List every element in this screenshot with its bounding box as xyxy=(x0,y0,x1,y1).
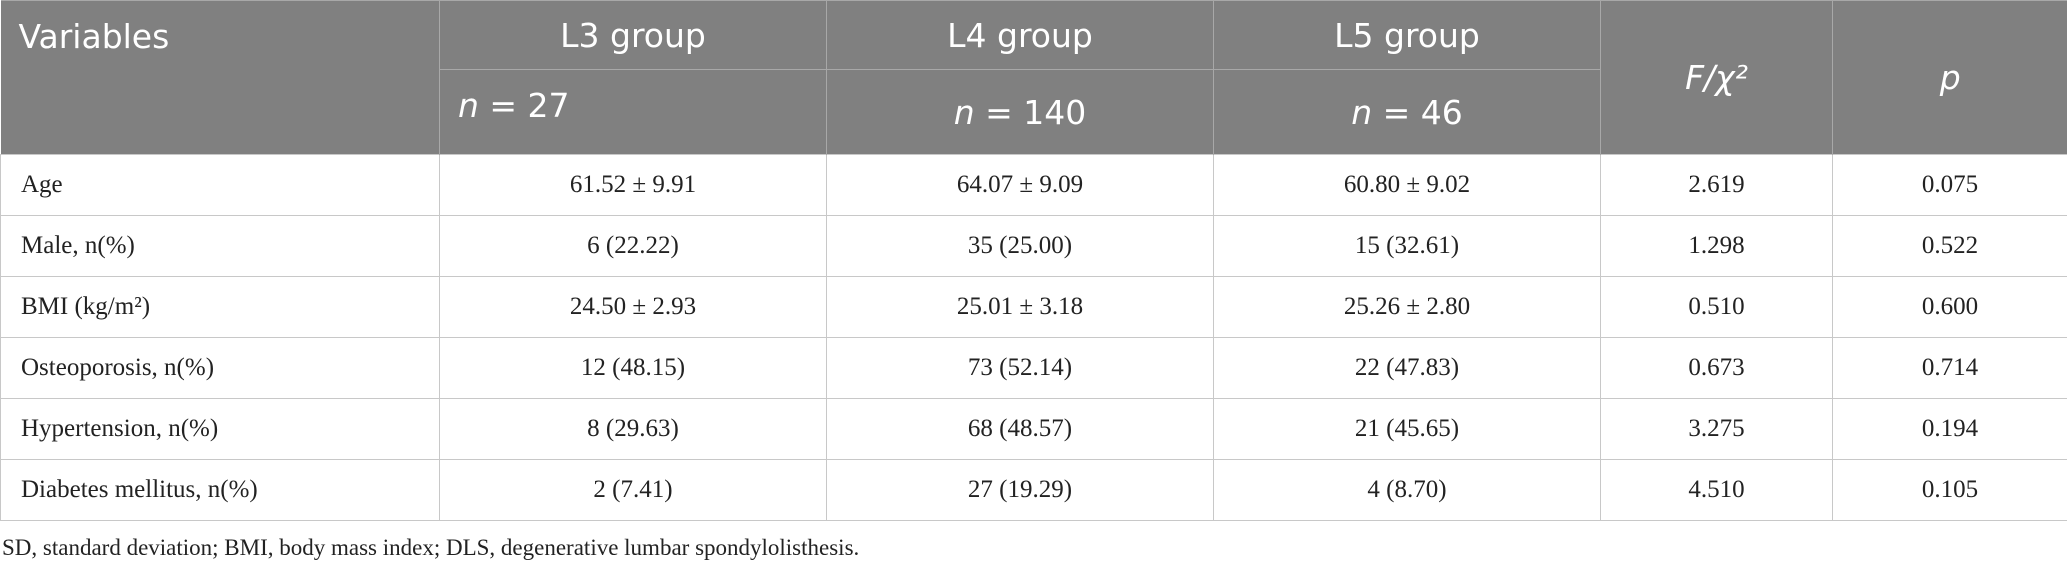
row-label: Hypertension, n(%) xyxy=(0,398,440,460)
cell: 0.714 xyxy=(1832,337,2067,399)
cell: 22 (47.83) xyxy=(1213,337,1601,399)
cell: 0.075 xyxy=(1832,154,2067,216)
cell: 15 (32.61) xyxy=(1213,215,1601,277)
column-header: p xyxy=(1832,0,2067,155)
sample-value: = 27 xyxy=(489,86,570,125)
cell: 0.194 xyxy=(1832,398,2067,460)
cell: 6 (22.22) xyxy=(439,215,827,277)
cell: 0.673 xyxy=(1600,337,1833,399)
cell: 0.105 xyxy=(1832,459,2067,521)
sample-value: = 140 xyxy=(985,92,1087,132)
table-row: Male, n(%) 6 (22.22) 35 (25.00) 15 (32.61) 1… xyxy=(0,215,2067,277)
column-header: Variables xyxy=(0,0,440,155)
cell: 12 (48.15) xyxy=(439,337,827,399)
header-row: n = 27 n = 140 n = 46 xyxy=(1,69,2067,155)
table-body: Age 61.52 ± 9.91 64.07 ± 9.09 60.80 ± 9.02 2… xyxy=(0,154,2067,521)
cell: 4.510 xyxy=(1600,459,1833,521)
column-header: L5 group xyxy=(1213,0,1601,70)
cell: 3.275 xyxy=(1600,398,1833,460)
cell: 25.26 ± 2.80 xyxy=(1213,276,1601,338)
column-header: L4 group xyxy=(826,0,1214,70)
row-label: Osteoporosis, n(%) xyxy=(0,337,440,399)
column-header: F/χ² xyxy=(1600,0,1833,155)
column-header: L3 group xyxy=(439,0,827,70)
row-label: Diabetes mellitus, n(%) xyxy=(0,459,440,521)
cell: 25.01 ± 3.18 xyxy=(826,276,1214,338)
cell: 61.52 ± 9.91 xyxy=(439,154,827,216)
data-table: Variables L3 group L4 group L5 group F/χ² p n … xyxy=(0,0,2067,521)
cell: 73 (52.14) xyxy=(826,337,1214,399)
table-row: Hypertension, n(%) 8 (29.63) 68 (48.57) 21 … xyxy=(0,398,2067,460)
sample-symbol: n xyxy=(1351,92,1373,132)
cell: 21 (45.65) xyxy=(1213,398,1601,460)
cell: 1.298 xyxy=(1600,215,1833,277)
row-label: Age xyxy=(0,154,440,216)
sample-size: n = 46 xyxy=(1213,69,1601,155)
table-header: Variables L3 group L4 group L5 group F/χ² p n … xyxy=(0,0,2067,155)
cell: 8 (29.63) xyxy=(439,398,827,460)
cell: 0.600 xyxy=(1832,276,2067,338)
cell: 64.07 ± 9.09 xyxy=(826,154,1214,216)
row-label: BMI (kg/m²) xyxy=(0,276,440,338)
header-row: Variables L3 group L4 group L5 group F/χ² p xyxy=(0,0,2067,155)
row-label: Male, n(%) xyxy=(0,215,440,277)
table-row: Diabetes mellitus, n(%) 2 (7.41) 27 (19.29… xyxy=(0,459,2067,521)
sample-symbol: n xyxy=(458,86,479,125)
cell: 2 (7.41) xyxy=(439,459,827,521)
cell: 0.522 xyxy=(1832,215,2067,277)
cell: 35 (25.00) xyxy=(826,215,1214,277)
footnote: SD, standard deviation; BMI, body mass i… xyxy=(2,535,860,560)
sample-symbol: n xyxy=(953,92,975,132)
cell: 0.510 xyxy=(1600,276,1833,338)
cell: 2.619 xyxy=(1600,154,1833,216)
cell: 24.50 ± 2.93 xyxy=(439,276,827,338)
sample-value: = 46 xyxy=(1382,92,1463,132)
table-row: Osteoporosis, n(%) 12 (48.15) 73 (52.14) 22… xyxy=(0,337,2067,399)
cell: 60.80 ± 9.02 xyxy=(1213,154,1601,216)
cell: 27 (19.29) xyxy=(826,459,1214,521)
cell: 4 (8.70) xyxy=(1213,459,1601,521)
table-row: Age 61.52 ± 9.91 64.07 ± 9.09 60.80 ± 9.02 2… xyxy=(0,154,2067,216)
cell: 68 (48.57) xyxy=(826,398,1214,460)
sample-size: n = 27 xyxy=(439,69,827,155)
table-row: BMI (kg/m²) 24.50 ± 2.93 25.01 ± 3.18 25.26… xyxy=(0,276,2067,338)
sample-size: n = 140 xyxy=(826,69,1214,155)
